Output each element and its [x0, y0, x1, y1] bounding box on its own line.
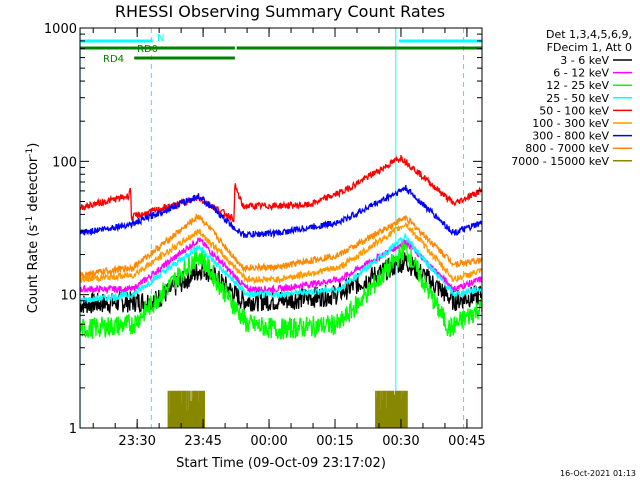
- plot-frame: [79, 27, 483, 429]
- legend-label: 300 - 800 keV: [532, 130, 609, 143]
- series-line-100-300-kevkev: [79, 221, 483, 285]
- legend-label: 100 - 300 keV: [532, 117, 609, 130]
- chart-title: RHESSI Observing Summary Count Rates: [115, 2, 445, 21]
- flag-rd4-label: RD4: [103, 54, 124, 65]
- series-line-800-7000-kevkev: [79, 213, 483, 279]
- y-axis: 1 10 100 1000: [44, 22, 482, 437]
- y-axis-label-end: ): [26, 143, 41, 148]
- legend-label: 6 - 12 keV: [553, 67, 609, 80]
- y-tick-label: 1: [69, 422, 77, 437]
- x-tick-label: 00:30: [382, 434, 419, 449]
- legend-header-line2: FDecim 1, Att 0: [547, 41, 632, 54]
- series-line-12-25-kevkev: [79, 241, 483, 340]
- y-axis-label: Count Rate (s-1 detector-1): [25, 143, 41, 314]
- series-line-300-800-kevkev: [79, 184, 483, 239]
- legend-label: 800 - 7000 keV: [525, 142, 609, 155]
- series-line-25-50-kevkev: [79, 232, 483, 304]
- flag-n-label: N: [157, 33, 164, 44]
- legend-label: 25 - 50 keV: [546, 92, 609, 105]
- legend: Det 1,3,4,5,6,9, FDecim 1, Att 0 3 - 6 k…: [511, 28, 632, 168]
- legend-label: 7000 - 15000 keV: [511, 155, 609, 168]
- x-tick-label: 23:45: [184, 434, 221, 449]
- x-tick-label: 00:45: [448, 434, 485, 449]
- legend-label: 50 - 100 keV: [539, 104, 609, 117]
- y-tick-label: 100: [52, 155, 77, 170]
- x-tick-label: 00:00: [250, 434, 287, 449]
- x-axis-label: Start Time (09-Oct-09 23:17:02): [176, 456, 386, 471]
- x-tick-label: 00:15: [316, 434, 353, 449]
- y-axis-label-main: Count Rate (s: [26, 225, 41, 314]
- series-line-7000-15000-kev: [167, 390, 408, 428]
- y-axis-label-sup2: -1: [25, 148, 35, 157]
- legend-label: 3 - 6 keV: [560, 54, 609, 67]
- legend-label: 12 - 25 keV: [546, 79, 609, 92]
- y-tick-label: 10: [60, 289, 77, 304]
- x-axis: 23:30 23:45 00:00 00:15 00:30 00:45: [92, 28, 486, 449]
- timestamp: 16-Oct-2021 01:13: [560, 469, 636, 478]
- legend-header-line1: Det 1,3,4,5,6,9,: [546, 28, 632, 41]
- x-tick-label: 23:30: [118, 434, 155, 449]
- flag-rd0-label: RD0: [137, 44, 158, 55]
- y-axis-label-mid: detector: [26, 156, 41, 216]
- series-lines: [79, 155, 483, 428]
- y-tick-label: 1000: [44, 22, 77, 37]
- y-axis-label-sup1: -1: [25, 216, 35, 225]
